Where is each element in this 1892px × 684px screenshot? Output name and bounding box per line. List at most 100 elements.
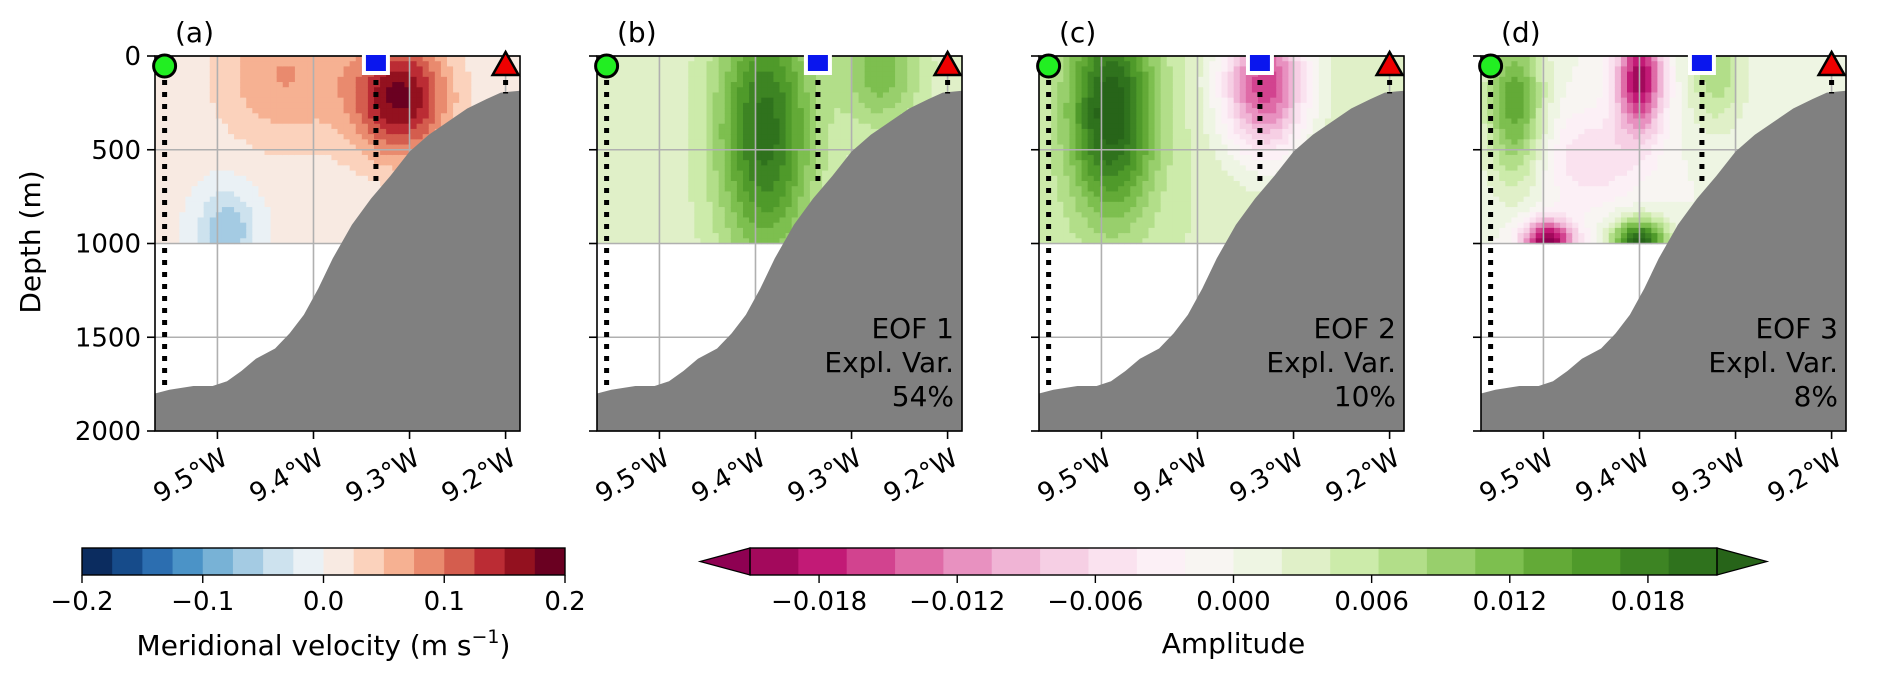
x-tick-label: 9.4°W [245, 443, 329, 509]
colorbar-swatch [1426, 548, 1476, 575]
colorbar-swatch [1281, 548, 1331, 575]
station-marker-circle [1036, 53, 1062, 79]
colorbar-swatch [142, 548, 174, 575]
colorbar-swatch [1378, 548, 1428, 575]
colorbar-swatch [750, 548, 799, 575]
station-marker-square [361, 51, 390, 75]
station-marker-circle [152, 53, 178, 79]
colorbar-swatch [444, 548, 475, 575]
panel-label: (c) [1059, 16, 1096, 49]
colorbar-extend-min [697, 547, 751, 576]
colorbar-swatch [846, 548, 896, 575]
explained-variance-value: 8% [1794, 380, 1838, 413]
x-tick-label: 9.3°W [1667, 443, 1751, 509]
colorbar-swatch [82, 548, 113, 575]
y-axis-label: Depth (m) [14, 170, 47, 313]
station-marker-triangle [1816, 49, 1847, 77]
bathymetry-seafloor [155, 90, 520, 431]
station-marker-square [1245, 51, 1274, 75]
x-tick-label: 9.5°W [1033, 443, 1117, 509]
colorbar-swatch [534, 548, 566, 575]
colorbar-swatch [1620, 548, 1670, 575]
colorbar-tick-label: −0.018 [771, 587, 867, 617]
panel-label: (d) [1501, 16, 1541, 49]
y-tick-label: 500 [91, 136, 141, 166]
station-marker-circle [594, 53, 620, 79]
colorbar-tick-label: 0.012 [1473, 587, 1547, 617]
colorbar-swatch [414, 548, 445, 575]
colorbar-swatch [383, 548, 415, 575]
colorbar-swatch [323, 548, 355, 575]
colorbar-swatch [943, 548, 993, 575]
colorbar-swatch [991, 548, 1041, 575]
bathymetry-seafloor [597, 90, 962, 431]
colorbar-swatch [504, 548, 536, 575]
colorbar-swatch [232, 548, 264, 575]
colorbar-swatch [1475, 548, 1525, 575]
colorbar-tick-label: 0.1 [424, 587, 465, 617]
explained-variance-label: Expl. Var. [1266, 346, 1396, 379]
station-marker-triangle [1374, 49, 1405, 77]
colorbar-swatch [263, 548, 294, 575]
colorbar-swatch [474, 548, 506, 575]
colorbar-tick-label: −0.006 [1047, 587, 1143, 617]
eof-title: EOF 1 [871, 312, 954, 345]
colorbar-swatch [1136, 548, 1186, 575]
explained-variance-label: Expl. Var. [1708, 346, 1838, 379]
colorbar-tick-label: 0.2 [544, 587, 585, 617]
x-tick-label: 9.5°W [591, 443, 675, 509]
colorbar-tick-label: −0.2 [50, 587, 113, 617]
x-tick-label: 9.3°W [1225, 443, 1309, 509]
colorbar-swatch [895, 548, 944, 575]
bathymetry-seafloor [1039, 90, 1404, 431]
x-tick-label: 9.2°W [437, 443, 521, 509]
colorbar-tick-label: 0.000 [1196, 587, 1270, 617]
x-tick-label: 9.4°W [687, 443, 771, 509]
station-marker-square [1687, 51, 1716, 75]
colorbar-swatch [172, 548, 204, 575]
colorbars-group: −0.2 −0.1 0.0 0.1 0.2 Meridional velocity (m … [50, 547, 1770, 662]
colorbar-tick-label: −0.1 [171, 587, 234, 617]
panel-label: (b) [617, 16, 657, 49]
y-tick-label: 1000 [75, 230, 141, 260]
colorbar-extend-max [1716, 547, 1770, 576]
colorbar-swatch [1185, 548, 1234, 575]
x-tick-label: 9.5°W [149, 443, 233, 509]
x-tick-label: 9.4°W [1129, 443, 1213, 509]
station-marker-square [803, 51, 832, 75]
colorbar-swatch [1233, 548, 1283, 575]
panel-a: 0 500 1000 1500 2000 9.5°W 9.4°W 9.3°W 9.2°W (a) [75, 16, 521, 509]
colorbar-tick-label: 0.006 [1334, 587, 1408, 617]
colorbar-tick-label: −0.012 [909, 587, 1005, 617]
explained-variance-label: Expl. Var. [824, 346, 954, 379]
station-marker-triangle [490, 49, 521, 77]
explained-variance-value: 54% [892, 380, 954, 413]
bathymetry-seafloor [1481, 90, 1846, 431]
colorbar-label: Meridional velocity (m s−1) [137, 626, 511, 662]
x-tick-label: 9.3°W [783, 443, 867, 509]
colorbar-eof: −0.018 −0.012 −0.006 0.000 0.006 0.012 0.018 Am… [697, 547, 1770, 660]
y-tick-label: 0 [124, 42, 141, 72]
colorbar-tick-label: 0.0 [303, 587, 344, 617]
x-tick-label: 9.2°W [1321, 443, 1405, 509]
y-tick-label: 2000 [75, 417, 141, 447]
eof-title: EOF 3 [1755, 312, 1838, 345]
colorbar-swatch [798, 548, 848, 575]
colorbar-swatch [202, 548, 234, 575]
explained-variance-value: 10% [1334, 380, 1396, 413]
colorbar-swatch [1330, 548, 1380, 575]
station-marker-circle [1478, 53, 1504, 79]
colorbar-swatch [112, 548, 143, 575]
x-tick-label: 9.3°W [341, 443, 425, 509]
panel-label: (a) [175, 16, 214, 49]
x-tick-label: 9.2°W [879, 443, 963, 509]
colorbar-velocity: −0.2 −0.1 0.0 0.1 0.2 Meridional velocity (m … [50, 547, 586, 662]
colorbar-swatch [1668, 548, 1718, 575]
x-tick-label: 9.5°W [1475, 443, 1559, 509]
colorbar-swatch [1088, 548, 1138, 575]
colorbar-tick-label: 0.018 [1611, 587, 1685, 617]
